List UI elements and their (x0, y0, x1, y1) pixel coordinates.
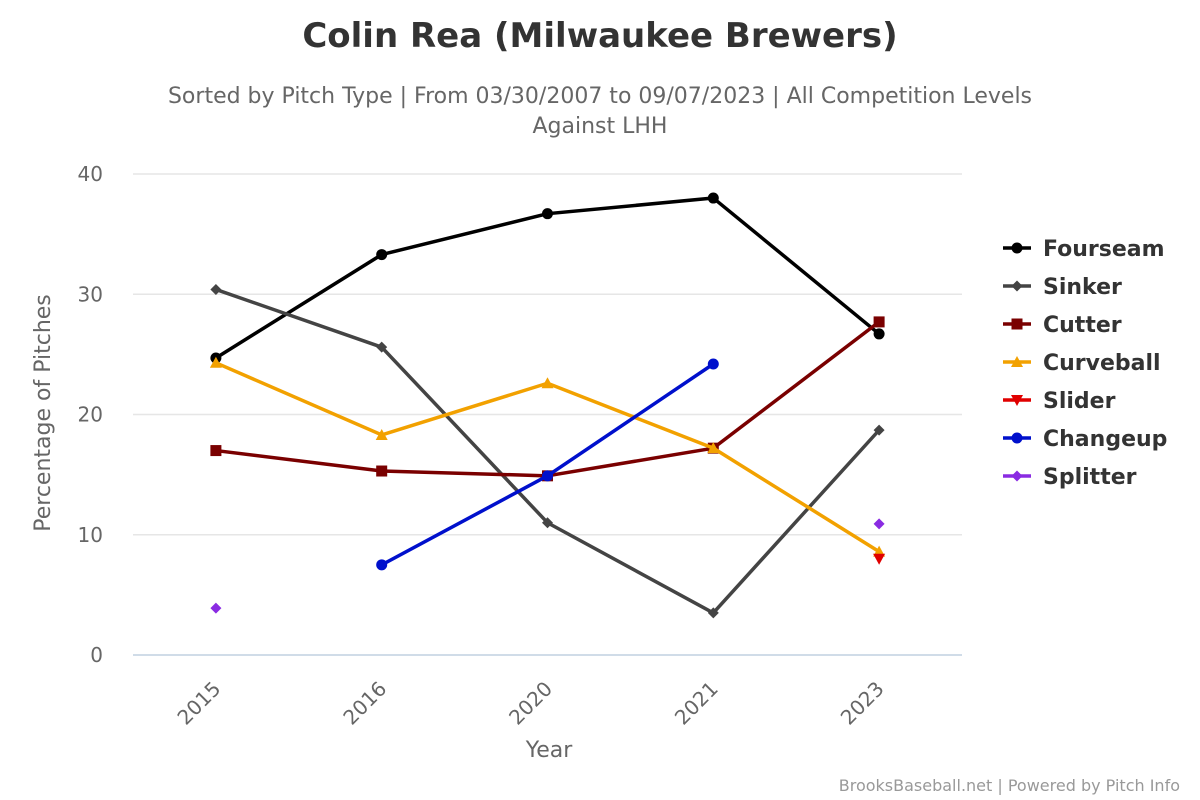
data-point-fourseam[interactable] (873, 328, 885, 340)
x-axis-ticks: 2015 2016 2020 2021 2023 (172, 677, 888, 730)
chart-subtitle-line-2: Against LHH (533, 114, 668, 139)
series-curveball (209, 356, 886, 557)
data-point-sinker[interactable] (707, 607, 719, 619)
legend-label-curveball: Curveball (1043, 351, 1161, 376)
credits-text[interactable]: BrooksBaseball.net | Powered by Pitch In… (839, 776, 1180, 795)
series-line-sinker (214, 287, 881, 615)
data-point-splitter[interactable] (873, 518, 885, 530)
data-point-fourseam[interactable] (376, 249, 388, 261)
y-axis-ticks: 0 10 20 30 40 (78, 162, 103, 667)
x-tick-label: 2023 (836, 677, 889, 730)
legend-item-changeup[interactable]: Changeup (1003, 427, 1167, 452)
data-point-sinker[interactable] (873, 424, 885, 436)
x-tick-label: 2016 (338, 677, 391, 730)
data-point-changeup[interactable] (707, 358, 719, 370)
legend-marker-curveball[interactable] (1011, 356, 1023, 367)
legend-item-curveball[interactable]: Curveball (1003, 351, 1161, 376)
data-point-slider[interactable] (873, 553, 886, 565)
legend-item-splitter[interactable]: Splitter (1003, 465, 1137, 490)
legend[interactable]: Fourseam Sinker Cutter Curveball Slider Chang… (1003, 237, 1167, 490)
legend-label-cutter: Cutter (1043, 313, 1122, 338)
data-point-fourseam[interactable] (707, 192, 719, 204)
data-point-changeup[interactable] (376, 559, 388, 571)
legend-marker-cutter[interactable] (1011, 318, 1023, 330)
data-point-sinker[interactable] (542, 517, 553, 529)
y-tick-label: 20 (78, 403, 103, 427)
chart-subtitle-line-1: Sorted by Pitch Type | From 03/30/2007 t… (168, 84, 1032, 109)
series-cutter (210, 316, 885, 482)
legend-item-sinker[interactable]: Sinker (1003, 275, 1122, 300)
data-point-sinker[interactable] (376, 341, 388, 353)
x-tick-label: 2021 (670, 677, 723, 730)
series-changeup (376, 358, 719, 571)
data-point-cutter[interactable] (210, 445, 222, 457)
legend-label-splitter: Splitter (1043, 465, 1137, 490)
data-point-splitter[interactable] (210, 602, 222, 614)
data-point-fourseam[interactable] (542, 208, 553, 220)
x-tick-label: 2020 (504, 677, 557, 730)
y-axis-title: Percentage of Pitches (31, 294, 56, 532)
data-point-curveball[interactable] (209, 356, 222, 368)
y-tick-label: 30 (78, 282, 103, 306)
series-sinker (210, 283, 885, 619)
legend-label-fourseam: Fourseam (1043, 237, 1165, 262)
data-point-curveball[interactable] (707, 442, 720, 454)
x-tick-label: 2015 (172, 677, 225, 730)
data-point-curveball[interactable] (375, 428, 388, 440)
data-point-cutter[interactable] (376, 465, 388, 477)
series-line-cutter (214, 320, 881, 478)
series-line-fourseam (214, 196, 881, 360)
legend-label-changeup: Changeup (1043, 427, 1167, 452)
legend-item-fourseam[interactable]: Fourseam (1003, 237, 1165, 262)
data-point-curveball[interactable] (541, 377, 554, 389)
legend-marker-sinker[interactable] (1011, 280, 1023, 292)
y-tick-label: 0 (90, 643, 103, 667)
legend-item-slider[interactable]: Slider (1003, 389, 1116, 414)
chart-title: Colin Rea (Milwaukee Brewers) (302, 16, 897, 56)
legend-marker-fourseam[interactable] (1011, 242, 1023, 254)
plot-series (209, 192, 886, 619)
data-point-sinker[interactable] (210, 283, 222, 295)
legend-label-sinker: Sinker (1043, 275, 1122, 300)
legend-item-cutter[interactable]: Cutter (1003, 313, 1122, 338)
data-point-changeup[interactable] (542, 470, 553, 482)
series-fourseam (210, 192, 885, 364)
data-point-cutter[interactable] (873, 316, 885, 328)
y-tick-label: 40 (78, 162, 103, 186)
legend-marker-splitter[interactable] (1011, 470, 1023, 482)
series-slider (873, 553, 886, 565)
x-axis-title: Year (525, 738, 574, 763)
series-splitter (210, 518, 885, 614)
legend-label-slider: Slider (1043, 389, 1116, 414)
legend-marker-changeup[interactable] (1011, 432, 1023, 444)
legend-marker-slider[interactable] (1011, 395, 1023, 406)
grid-lines (133, 173, 962, 656)
y-tick-label: 10 (78, 523, 103, 547)
